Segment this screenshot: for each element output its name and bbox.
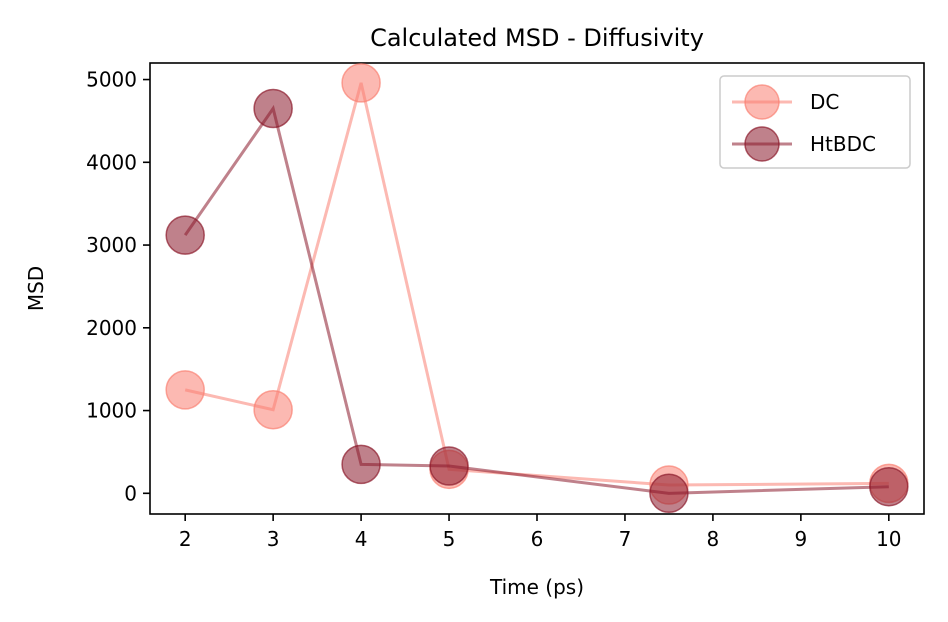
y-tick-label: 3000 (86, 233, 137, 257)
x-tick-label: 6 (531, 527, 544, 551)
x-tick-label: 5 (443, 527, 456, 551)
series-htbdc (165, 88, 909, 514)
x-tick-label: 10 (876, 527, 901, 551)
data-point (253, 88, 293, 129)
legend-marker (744, 126, 780, 162)
x-tick-label: 7 (619, 527, 632, 551)
y-tick-label: 5000 (86, 68, 137, 92)
data-point (165, 215, 205, 255)
data-point (869, 466, 909, 507)
x-tick-label: 3 (267, 527, 280, 551)
legend-marker (744, 84, 780, 120)
data-point (429, 446, 469, 486)
x-tick-label: 9 (794, 527, 807, 551)
axes: 2 3 4 5 6 7 8 9 10 0 1000 2000 3000 4000 5000 (86, 62, 925, 551)
series-line (183, 104, 889, 495)
y-tick-label: 2000 (86, 316, 137, 340)
x-tick-label: 4 (355, 527, 368, 551)
legend-label: HtBDC (810, 132, 876, 156)
data-point (165, 370, 205, 410)
chart-title: Calculated MSD - Diffusivity (370, 24, 704, 52)
data-point (341, 444, 381, 485)
legend: DC HtBDC (719, 75, 911, 169)
legend-label: DC (810, 90, 839, 114)
data-point (649, 473, 689, 514)
data-point (253, 389, 293, 430)
y-axis-label: MSD (24, 266, 48, 311)
y-tick-label: 0 (124, 481, 137, 505)
y-tick-label: 4000 (86, 150, 137, 174)
legend-entry-htbdc: HtBDC (732, 126, 876, 162)
y-tick-label: 1000 (86, 399, 137, 423)
x-axis-label: Time (ps) (489, 575, 584, 599)
series-layer (165, 63, 909, 514)
data-point (341, 63, 381, 103)
x-tick-label: 8 (707, 527, 720, 551)
legend-entry-dc: DC (732, 84, 839, 120)
x-tick-label: 2 (179, 527, 192, 551)
